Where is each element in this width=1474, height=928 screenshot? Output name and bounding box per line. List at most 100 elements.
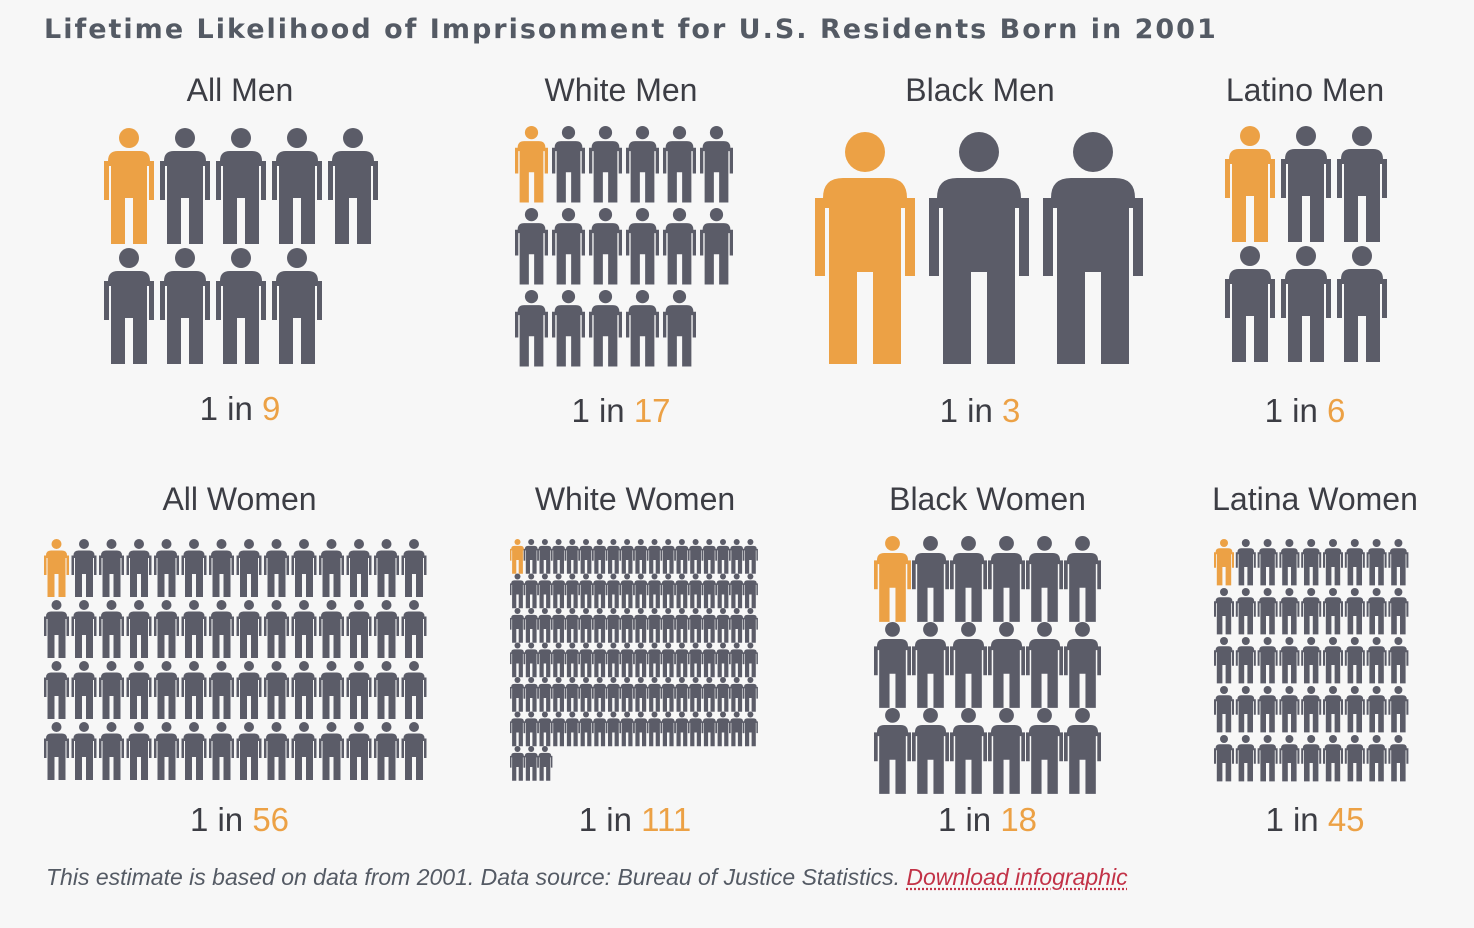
person-icon [929,132,1029,364]
person-icon [742,677,758,712]
person-icon [1026,708,1063,794]
person-icon [605,711,621,747]
person-icon [1388,686,1409,733]
person-icon [181,661,207,719]
person-icon [44,661,69,719]
person-icon [1366,735,1387,782]
download-infographic-link[interactable]: Download infographic [906,864,1128,890]
person-icon [715,539,731,574]
person-icon [346,600,372,658]
person-icon [515,208,548,285]
person-icon [1235,539,1256,586]
person-icon [1235,735,1256,782]
footnote: This estimate is based on data from 2001… [46,864,1128,891]
person-icon [552,290,585,367]
person-icon [209,661,234,719]
person-icon [633,573,649,609]
person-icon [319,600,344,658]
person-icon [523,642,539,678]
person-icon [551,677,567,712]
person-icon [988,536,1025,622]
person-icon [126,661,152,719]
person-icon [674,573,690,609]
stat-value: 18 [1000,801,1038,838]
stat-prefix: 1 in [1264,392,1318,429]
person-icon [154,539,179,597]
person-icon [551,711,567,747]
person-icon [592,573,608,609]
stat-prefix: 1 in [939,392,993,429]
person-icon [1366,637,1387,684]
person-icon [1388,539,1409,586]
person-icon [552,126,585,203]
person-icon [1388,735,1409,782]
person-icon [1235,686,1256,733]
person-icon [71,600,97,658]
stat-value: 9 [262,390,281,427]
person-icon [1388,637,1409,684]
person-icon [619,539,635,574]
person-icons [874,536,1103,796]
person-icon [523,608,539,643]
person-icon [1214,588,1234,635]
person-icon [663,208,696,285]
person-icon [1257,735,1278,782]
person-icon [374,722,399,780]
person-icon [401,600,427,658]
person-icon [688,677,704,712]
group-stat: 1 in 6 [1200,392,1410,430]
person-icon [688,608,704,643]
person-icon [701,608,717,643]
person-icon [647,642,662,678]
person-icon [1337,246,1387,362]
person-icon [71,539,97,597]
footnote-text: This estimate is based on data from 2001… [46,864,907,890]
person-icon [592,677,608,712]
person-icon [564,608,580,643]
person-icon [1026,622,1063,708]
person-icon [700,126,733,203]
group-label: Black Men [905,72,1055,108]
person-icon [874,708,911,794]
highlighted-person-icon [1214,539,1234,586]
person-icon [374,539,399,597]
group-label: White Women [534,481,736,517]
person-icon [71,661,97,719]
person-icon [874,622,911,708]
pictograph-svg [815,132,1143,364]
person-icon [626,290,659,367]
person-icon [1337,126,1387,242]
person-icon [181,539,207,597]
person-icon [592,608,608,643]
person-icon [537,677,553,712]
person-icon [401,539,427,597]
person-icon [551,642,567,678]
highlighted-person-icon [815,132,915,364]
person-icon [660,573,676,609]
person-icon [742,642,758,678]
person-icon [633,539,649,574]
person-icon [564,711,580,747]
pictograph-svg [1225,126,1387,362]
person-icon [216,128,266,244]
person-icon [346,539,372,597]
person-icon [537,642,553,678]
stat-value: 111 [641,801,692,838]
person-icon [674,711,690,747]
person-icon [236,600,262,658]
person-icon [1323,637,1343,684]
person-icon [660,711,676,747]
person-icons [1214,539,1410,783]
person-icon [589,290,622,367]
person-icon [1257,686,1278,733]
person-icon [319,661,344,719]
person-icon [674,642,690,678]
person-icon [523,746,539,781]
person-icon [510,608,525,643]
person-icon [236,539,262,597]
person-icon [626,126,659,203]
person-icon [660,539,676,574]
person-icon [1279,539,1300,586]
person-icon [537,539,553,574]
person-icon [272,248,322,364]
